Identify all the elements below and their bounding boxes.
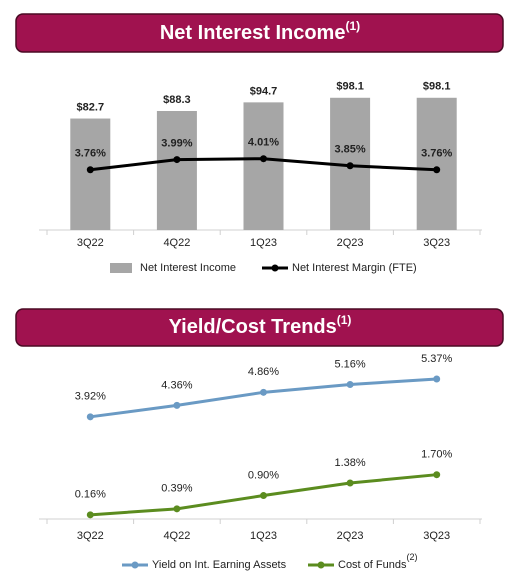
title-banner <box>15 13 504 53</box>
line-value-label: 3.92% <box>75 391 106 403</box>
line-value-label: 3.99% <box>161 137 192 149</box>
legend-entry: Net Interest Margin (FTE) <box>292 262 417 274</box>
line-value-label: 0.90% <box>248 469 279 481</box>
line-point <box>433 375 441 383</box>
legend-marker <box>317 561 325 569</box>
bar-value-label: $98.1 <box>423 81 451 93</box>
line-value-label: 4.86% <box>248 366 279 378</box>
x-tick-label: 2Q23 <box>337 237 364 249</box>
line-value-label: 4.36% <box>161 379 192 391</box>
line <box>90 377 437 419</box>
line-value-label: 5.16% <box>334 358 365 370</box>
bar-value-label: $98.1 <box>336 81 364 93</box>
x-tick-label: 3Q22 <box>77 530 104 542</box>
legend-label: Net Interest Income <box>140 262 236 274</box>
line-point <box>86 413 94 421</box>
line-value-label: 5.37% <box>421 353 452 365</box>
line-point <box>173 401 181 409</box>
x-tick-label: 1Q23 <box>250 530 277 542</box>
x-tick-label: 3Q22 <box>77 237 104 249</box>
line-point <box>260 388 267 396</box>
legend-label: Cost of Funds <box>338 559 407 571</box>
legend-entry: Net Interest Income <box>140 262 236 274</box>
line-point <box>346 162 354 170</box>
legend-label: Net Interest Margin (FTE) <box>292 262 417 274</box>
line-point <box>173 505 181 513</box>
legend-marker <box>131 561 139 569</box>
line-point <box>346 381 354 389</box>
bar <box>70 118 111 230</box>
line-value-label: 3.85% <box>334 144 365 156</box>
title-text: Net Interest Income <box>160 22 346 44</box>
line-value-label: 0.39% <box>161 483 192 495</box>
bar-value-label: $82.7 <box>77 101 105 113</box>
legend-marker <box>271 264 279 272</box>
legend-superscript: (2) <box>406 552 417 562</box>
line-point <box>86 166 94 174</box>
line-value-label: 1.38% <box>334 457 365 469</box>
bar <box>243 102 284 230</box>
legend-swatch <box>110 263 132 273</box>
line-value-label: 1.70% <box>421 449 452 461</box>
bar-value-label: $88.3 <box>163 94 191 106</box>
line-point <box>173 156 181 164</box>
line-point <box>346 479 354 487</box>
line-point <box>260 155 267 163</box>
line-point <box>260 492 267 500</box>
x-tick-label: 4Q22 <box>163 530 190 542</box>
legend-entry: Cost of Funds(2) <box>338 552 417 571</box>
x-tick-label: 2Q23 <box>337 530 364 542</box>
line-value-label: 4.01% <box>248 137 279 149</box>
x-tick-label: 3Q23 <box>423 530 450 542</box>
bar <box>416 97 457 230</box>
title-superscript: (1) <box>345 19 360 33</box>
x-tick-label: 4Q22 <box>163 237 190 249</box>
bar <box>156 110 197 230</box>
bar-value-label: $94.7 <box>250 85 278 97</box>
line-point <box>86 511 94 519</box>
line-value-label: 3.76% <box>421 148 452 160</box>
legend-label: Yield on Int. Earning Assets <box>152 559 287 571</box>
title-banner <box>15 308 504 347</box>
x-tick-label: 1Q23 <box>250 237 277 249</box>
title-text: Yield/Cost Trends <box>169 316 337 338</box>
line-point <box>433 166 441 174</box>
line-point <box>433 471 441 479</box>
line-value-label: 0.16% <box>75 489 106 501</box>
title-superscript: (1) <box>337 313 352 327</box>
legend-entry: Yield on Int. Earning Assets <box>152 559 287 571</box>
line-value-label: 3.76% <box>75 148 106 160</box>
chart-title: Net Interest Income(1) <box>160 19 360 44</box>
x-tick-label: 3Q23 <box>423 237 450 249</box>
chart-title: Yield/Cost Trends(1) <box>169 313 352 338</box>
